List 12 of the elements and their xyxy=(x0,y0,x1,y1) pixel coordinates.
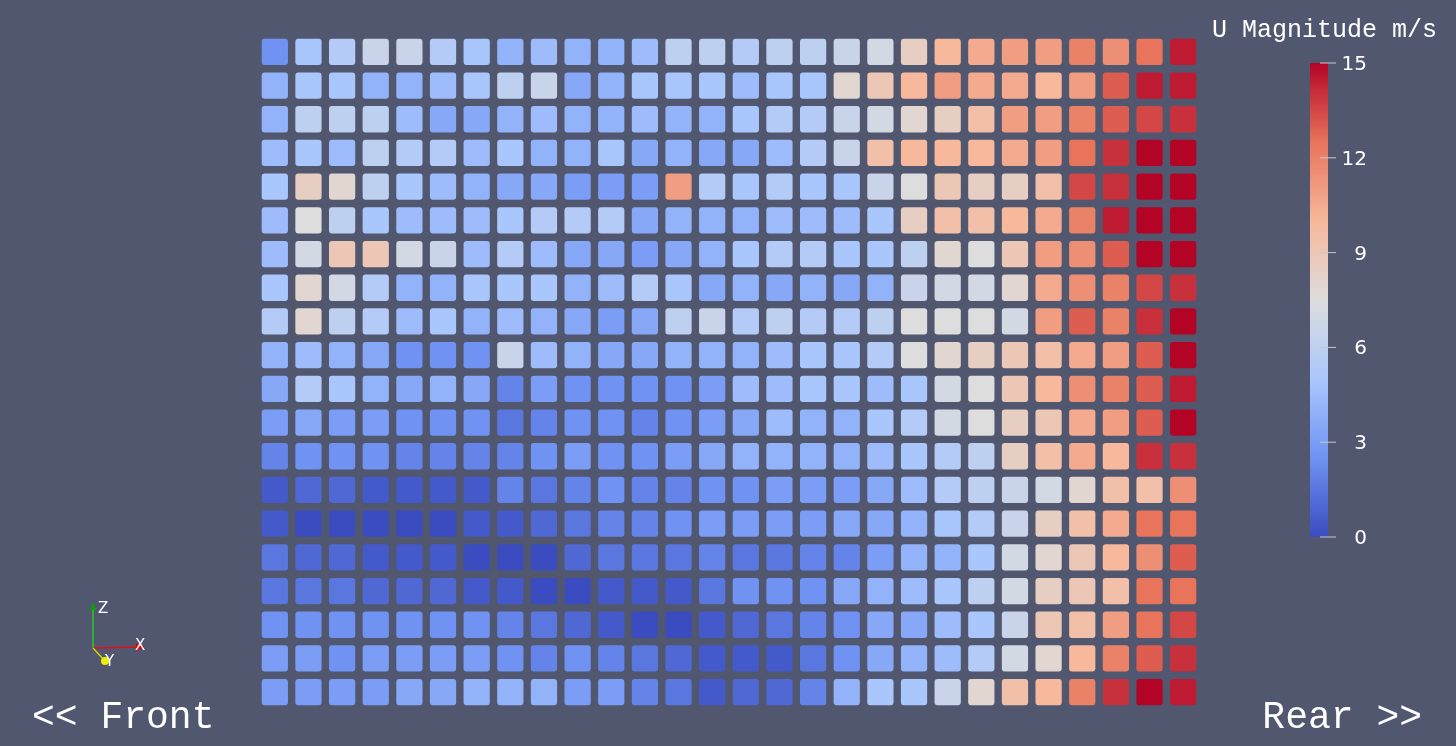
color-bar-label: 12 xyxy=(1341,145,1367,170)
color-bar-label: 3 xyxy=(1354,430,1367,455)
text: Rear >> xyxy=(1262,696,1422,739)
text: Y xyxy=(104,652,115,670)
color-bar-label: 15 xyxy=(1341,51,1367,75)
color-bar-label: 0 xyxy=(1354,525,1367,549)
color-bar-label: 9 xyxy=(1354,240,1367,265)
text: Z xyxy=(98,599,109,617)
color-bar-label: 6 xyxy=(1354,335,1367,360)
text: << Front xyxy=(32,696,215,739)
text: X xyxy=(135,636,146,654)
color-bar-title: U Magnitude m/s xyxy=(1211,16,1437,45)
